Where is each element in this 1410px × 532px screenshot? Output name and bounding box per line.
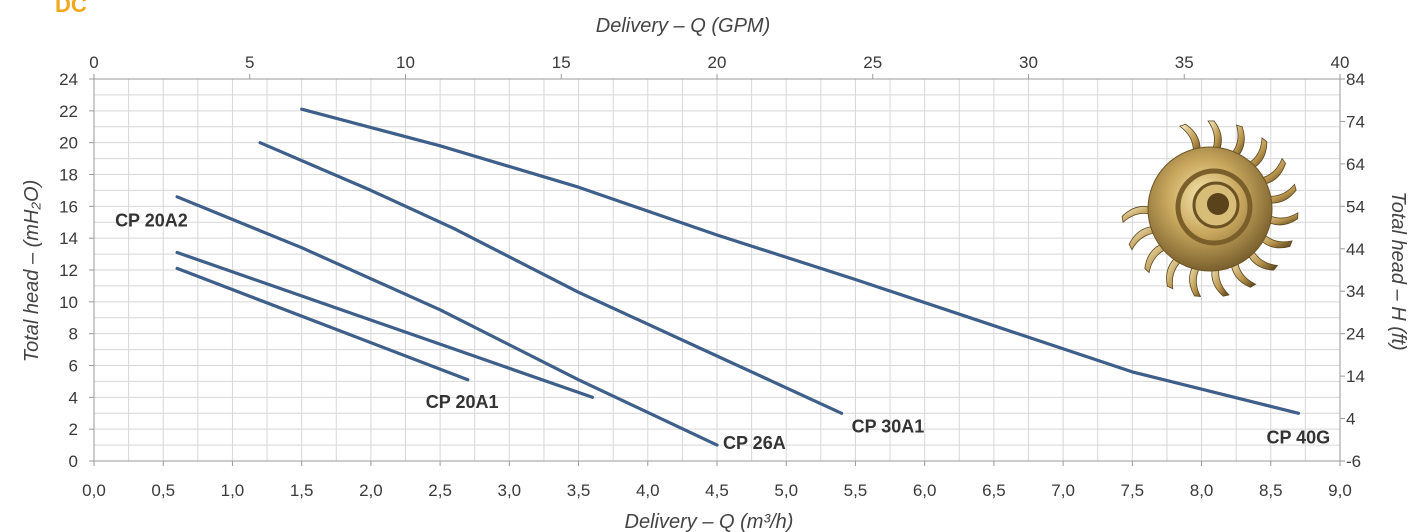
- x-axis-title: Delivery – Q (m³/h): [625, 511, 794, 532]
- y2-tick-label: -6: [1346, 452, 1361, 471]
- x2-tick-label: 0: [89, 53, 98, 72]
- y-tick-label: 2: [69, 420, 78, 439]
- page-label: DC: [55, 0, 87, 17]
- y-tick-label: 16: [59, 197, 78, 216]
- x-tick-label: 7,5: [1121, 481, 1145, 500]
- impeller-image: [1121, 120, 1299, 297]
- x2-tick-label: 30: [1019, 53, 1038, 72]
- y-tick-label: 22: [59, 102, 78, 121]
- x2-tick-label: 15: [552, 53, 571, 72]
- x-tick-label: 1,5: [290, 481, 314, 500]
- x-tick-label: 1,0: [221, 481, 245, 500]
- x2-tick-label: 25: [863, 53, 882, 72]
- y2-tick-label: 64: [1346, 155, 1365, 174]
- x-tick-label: 5,0: [774, 481, 798, 500]
- y2-tick-label: 14: [1346, 367, 1365, 386]
- series-label: CP 26A: [723, 433, 786, 453]
- y-tick-label: 24: [59, 70, 78, 89]
- y-tick-label: 18: [59, 166, 78, 185]
- x-tick-label: 2,0: [359, 481, 383, 500]
- x-tick-label: 3,0: [498, 481, 522, 500]
- y2-tick-label: 34: [1346, 282, 1365, 301]
- y2-tick-label: 24: [1346, 325, 1365, 344]
- x-tick-label: 3,5: [567, 481, 591, 500]
- y2-tick-label: 74: [1346, 112, 1365, 131]
- x-tick-label: 4,5: [705, 481, 729, 500]
- x-tick-label: 2,5: [428, 481, 452, 500]
- x-tick-label: 9,0: [1328, 481, 1352, 500]
- y2-tick-label: 4: [1346, 410, 1355, 429]
- axes: [89, 74, 1345, 466]
- impeller-bore: [1207, 193, 1229, 215]
- x-tick-label: 4,0: [636, 481, 660, 500]
- x2-tick-label: 40: [1331, 53, 1350, 72]
- x-tick-label: 5,5: [844, 481, 868, 500]
- x-tick-label: 8,5: [1259, 481, 1283, 500]
- y-tick-label: 0: [69, 452, 78, 471]
- y2-tick-label: 84: [1346, 70, 1365, 89]
- y-tick-label: 12: [59, 261, 78, 280]
- grid-lines: [93, 78, 1341, 462]
- series-line-cp-26a: [175, 195, 719, 447]
- series-line-cp-40g: [300, 107, 1301, 415]
- x2-tick-label: 5: [245, 53, 254, 72]
- tick-labels: 0,0 0,5 1,0 1,5 2,0 2,5 3,0 3,5 4,0 4,5 5,0 5,5 6,0 6…: [21, 15, 1409, 532]
- y-tick-label: 6: [69, 357, 78, 376]
- y2-tick-label: 54: [1346, 197, 1365, 216]
- y-tick-label: 10: [59, 293, 78, 312]
- x-tick-label: 0,5: [151, 481, 175, 500]
- y-tick-label: 20: [59, 134, 78, 153]
- x-tick-label: 7,0: [1051, 481, 1075, 500]
- x-tick-label: 6,5: [982, 481, 1006, 500]
- series-label: CP 30A1: [852, 416, 925, 436]
- y2-axis-title: Total head – H (ft): [1387, 191, 1409, 350]
- series-line-cp-30a1: [258, 141, 844, 415]
- series-line-cp-20a1: [175, 266, 470, 382]
- x2-tick-label: 20: [708, 53, 727, 72]
- y-tick-label: 14: [59, 229, 78, 248]
- x2-tick-label: 35: [1175, 53, 1194, 72]
- series-line-cp-20a2: [175, 250, 594, 399]
- impeller-ring: [1175, 168, 1253, 246]
- y-tick-label: 4: [69, 388, 78, 407]
- x-tick-label: 8,0: [1190, 481, 1214, 500]
- y-tick-label: 8: [69, 325, 78, 344]
- x-tick-label: 6,0: [913, 481, 937, 500]
- series-label: CP 40G: [1266, 427, 1330, 447]
- x2-axis-title: Delivery – Q (GPM): [596, 15, 770, 37]
- x-tick-label: 0,0: [82, 481, 106, 500]
- y-axis-title: Total head – (mH₂O): [21, 180, 43, 363]
- series-label: CP 20A2: [115, 210, 188, 230]
- x2-tick-label: 10: [396, 53, 415, 72]
- y2-tick-label: 44: [1346, 240, 1365, 259]
- series-label: CP 20A1: [426, 392, 499, 412]
- series-group: [175, 107, 1301, 447]
